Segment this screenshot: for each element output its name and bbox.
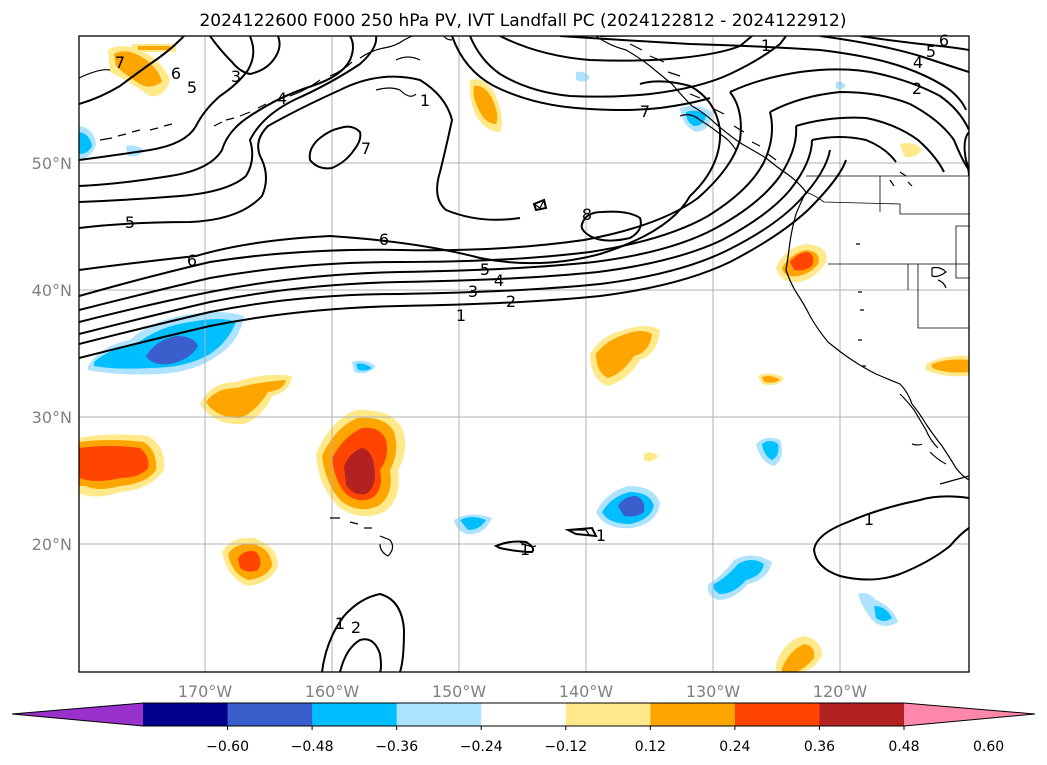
lon-tick-label: 140°W bbox=[559, 682, 614, 701]
lon-tick-label: 160°W bbox=[305, 682, 360, 701]
colorbar-segment bbox=[734, 703, 820, 726]
lat-tick-label: 40°N bbox=[32, 281, 72, 300]
longitude-axis: 170°W 160°W 150°W 140°W 130°W 120°W bbox=[178, 682, 868, 701]
latitude-axis: 50°N 40°N 30°N 20°N bbox=[32, 154, 72, 554]
colorbar: −0.60 −0.48 −0.36 −0.24 −0.12 0.12 0.24 0.36 0.4… bbox=[11, 702, 1036, 755]
coastlines bbox=[79, 36, 969, 557]
lat-tick-label: 50°N bbox=[32, 154, 72, 173]
colorbar-extend-max bbox=[904, 703, 1035, 726]
contour-label: 1 bbox=[864, 510, 874, 529]
contour-label: 7 bbox=[361, 139, 371, 158]
colorbar-tick-label: −0.24 bbox=[460, 739, 503, 755]
contour-label: 8 bbox=[582, 205, 592, 224]
contour-label: 6 bbox=[939, 31, 949, 50]
contour-label: 2 bbox=[506, 292, 516, 311]
lon-tick-label: 130°W bbox=[686, 682, 741, 701]
colorbar-segment bbox=[396, 703, 482, 726]
contour-label: 4 bbox=[277, 89, 287, 108]
contour-label: 4 bbox=[913, 53, 923, 72]
colorbar-tick-label: −0.60 bbox=[206, 739, 249, 755]
ivt-shading bbox=[79, 44, 969, 672]
contour-label: 1 bbox=[761, 36, 771, 55]
colorbar-segment bbox=[312, 703, 398, 726]
colorbar-segment bbox=[481, 703, 567, 726]
colorbar-tick-label: 0.48 bbox=[888, 739, 919, 755]
contour-label: 1 bbox=[456, 306, 466, 325]
colorbar-tick-label: −0.36 bbox=[375, 739, 418, 755]
contour-label: 5 bbox=[125, 213, 135, 232]
colorbar-tick-label: 0.60 bbox=[973, 739, 1004, 755]
colorbar-segment bbox=[227, 703, 313, 726]
colorbar-segment bbox=[650, 703, 736, 726]
contour-label: 2 bbox=[912, 79, 922, 98]
contour-label: 7 bbox=[640, 102, 650, 121]
contour-label: 3 bbox=[468, 282, 478, 301]
pv-contours bbox=[79, 36, 969, 672]
contour-label: 1 bbox=[596, 526, 606, 545]
map-panel bbox=[78, 35, 970, 673]
contour-label: 7 bbox=[115, 53, 125, 72]
contour-label: 5 bbox=[187, 78, 197, 97]
contour-label: 6 bbox=[187, 251, 197, 270]
colorbar-tick-label: 0.12 bbox=[635, 739, 666, 755]
political-borders bbox=[805, 175, 969, 329]
contour-label: 1 bbox=[420, 91, 430, 110]
colorbar-segment bbox=[143, 703, 229, 726]
colorbar-tick-label: 0.36 bbox=[804, 739, 835, 755]
colorbar-tick-label: −0.48 bbox=[291, 739, 334, 755]
lat-tick-label: 20°N bbox=[32, 535, 72, 554]
contour-label: 1 bbox=[520, 540, 530, 559]
colorbar-segment bbox=[565, 703, 651, 726]
colorbar-segment bbox=[819, 703, 905, 726]
contour-label: 2 bbox=[351, 618, 361, 637]
contour-label: 6 bbox=[379, 230, 389, 249]
colorbar-tick-label: 0.24 bbox=[719, 739, 750, 755]
colorbar-extend-min bbox=[12, 703, 143, 726]
lat-tick-label: 30°N bbox=[32, 408, 72, 427]
figure-title: 2024122600 F000 250 hPa PV, IVT Landfall… bbox=[199, 11, 846, 31]
map-frame bbox=[78, 35, 970, 673]
colorbar-outline bbox=[11, 702, 1036, 727]
contour-label: 5 bbox=[926, 42, 936, 61]
colorbar-tick-label: −0.12 bbox=[544, 739, 587, 755]
lon-tick-label: 170°W bbox=[178, 682, 233, 701]
contour-label: 4 bbox=[494, 271, 504, 290]
contour-label: 3 bbox=[231, 67, 241, 86]
contour-label: 1 bbox=[335, 614, 345, 633]
lon-tick-label: 150°W bbox=[432, 682, 487, 701]
contour-label: 6 bbox=[171, 64, 181, 83]
lon-tick-label: 120°W bbox=[813, 682, 868, 701]
contour-label: 5 bbox=[480, 260, 490, 279]
